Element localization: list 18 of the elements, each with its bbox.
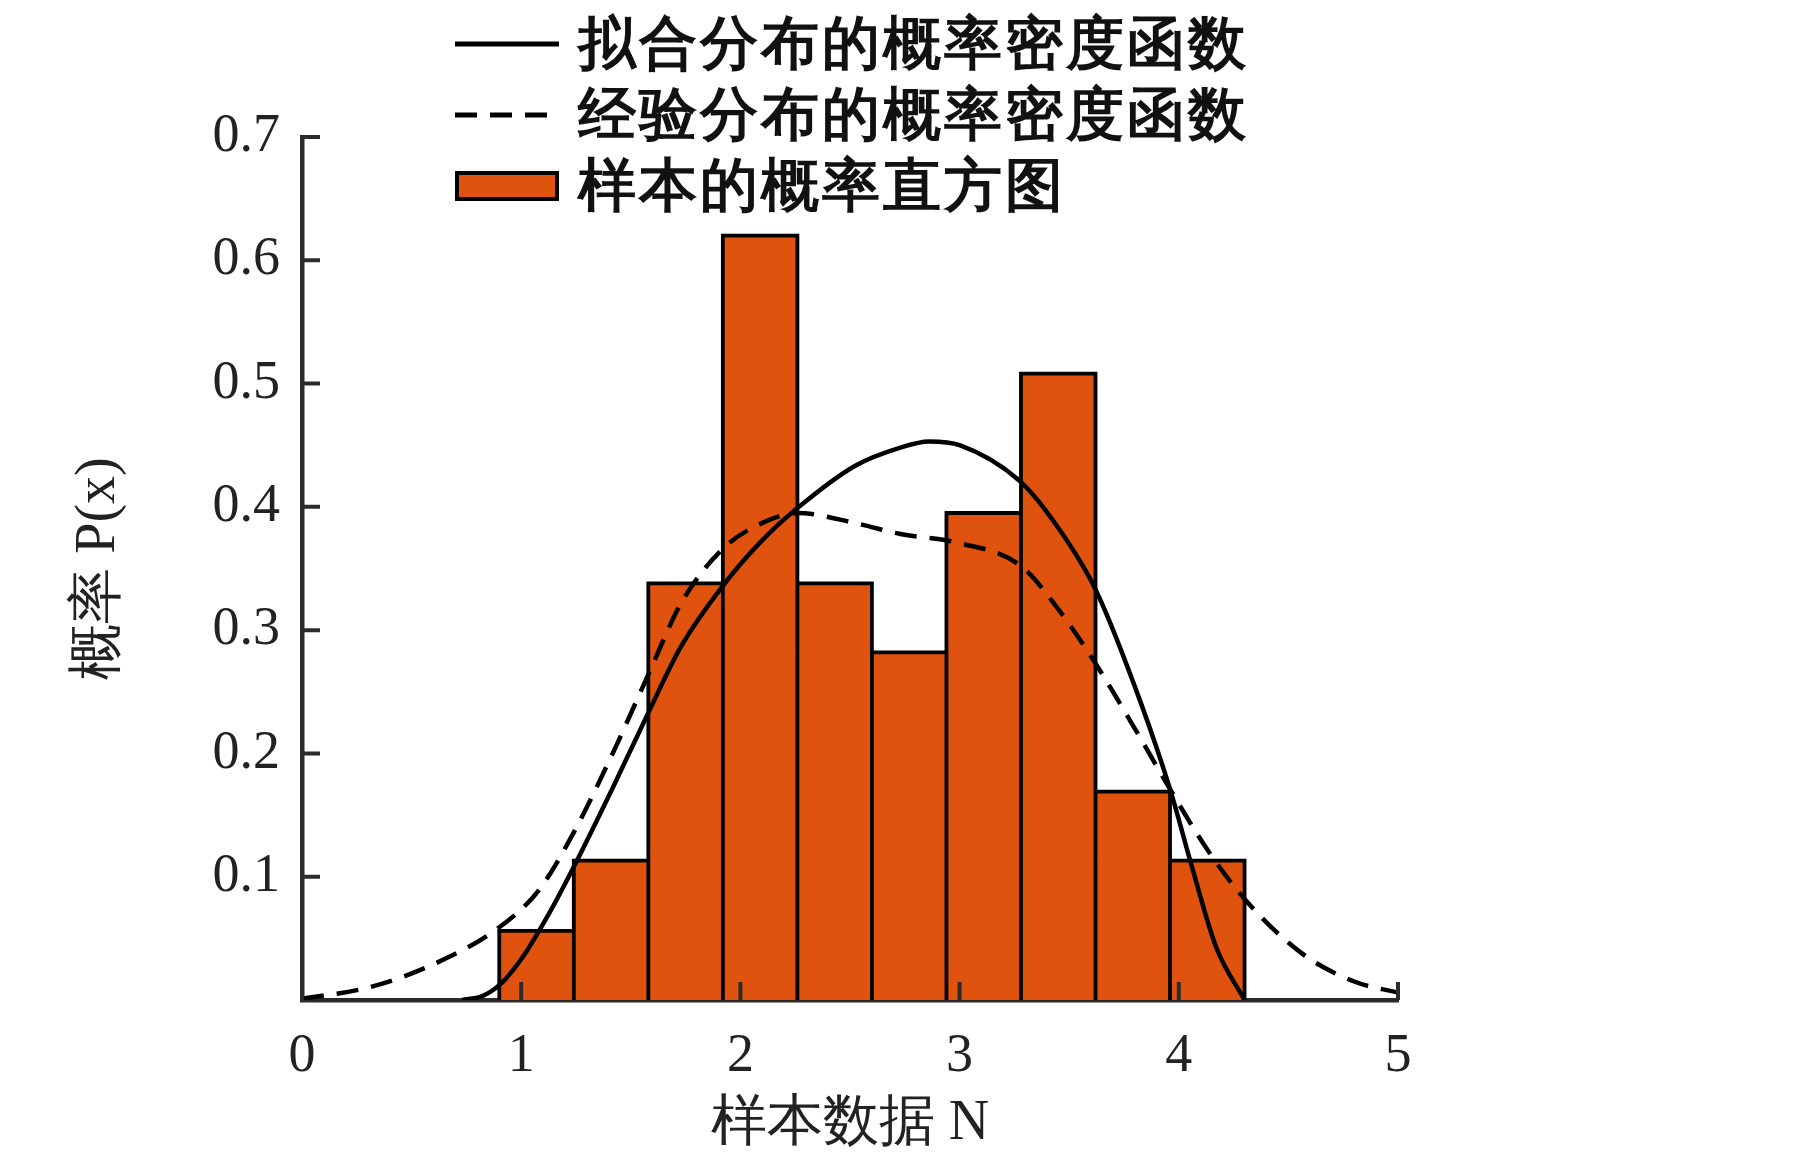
- y-tick-label: 0.4: [212, 473, 280, 534]
- x-tick-label: 2: [726, 1022, 754, 1083]
- x-tick-label: 3: [946, 1022, 974, 1083]
- y-tick-label: 0.7: [212, 103, 280, 164]
- legend-label: 拟合分布的概率密度函数: [577, 9, 1249, 78]
- y-tick-label: 0.6: [212, 226, 280, 287]
- y-tick-label: 0.5: [212, 349, 280, 410]
- legend-label: 样本的概率直方图: [577, 151, 1066, 220]
- x-tick-label: 4: [1165, 1022, 1193, 1083]
- x-tick-label: 1: [507, 1022, 535, 1083]
- x-tick-label: 0: [288, 1022, 316, 1083]
- x-axis-title: 样本数据 N: [710, 1089, 990, 1152]
- legend-label: 经验分布的概率密度函数: [577, 80, 1249, 149]
- y-tick-label: 0.3: [212, 596, 280, 657]
- y-tick-label: 0.2: [212, 719, 280, 780]
- y-axis-title: 概率 P(x): [64, 457, 128, 680]
- y-tick-label: 0.1: [212, 842, 280, 903]
- x-tick-label: 5: [1384, 1022, 1412, 1083]
